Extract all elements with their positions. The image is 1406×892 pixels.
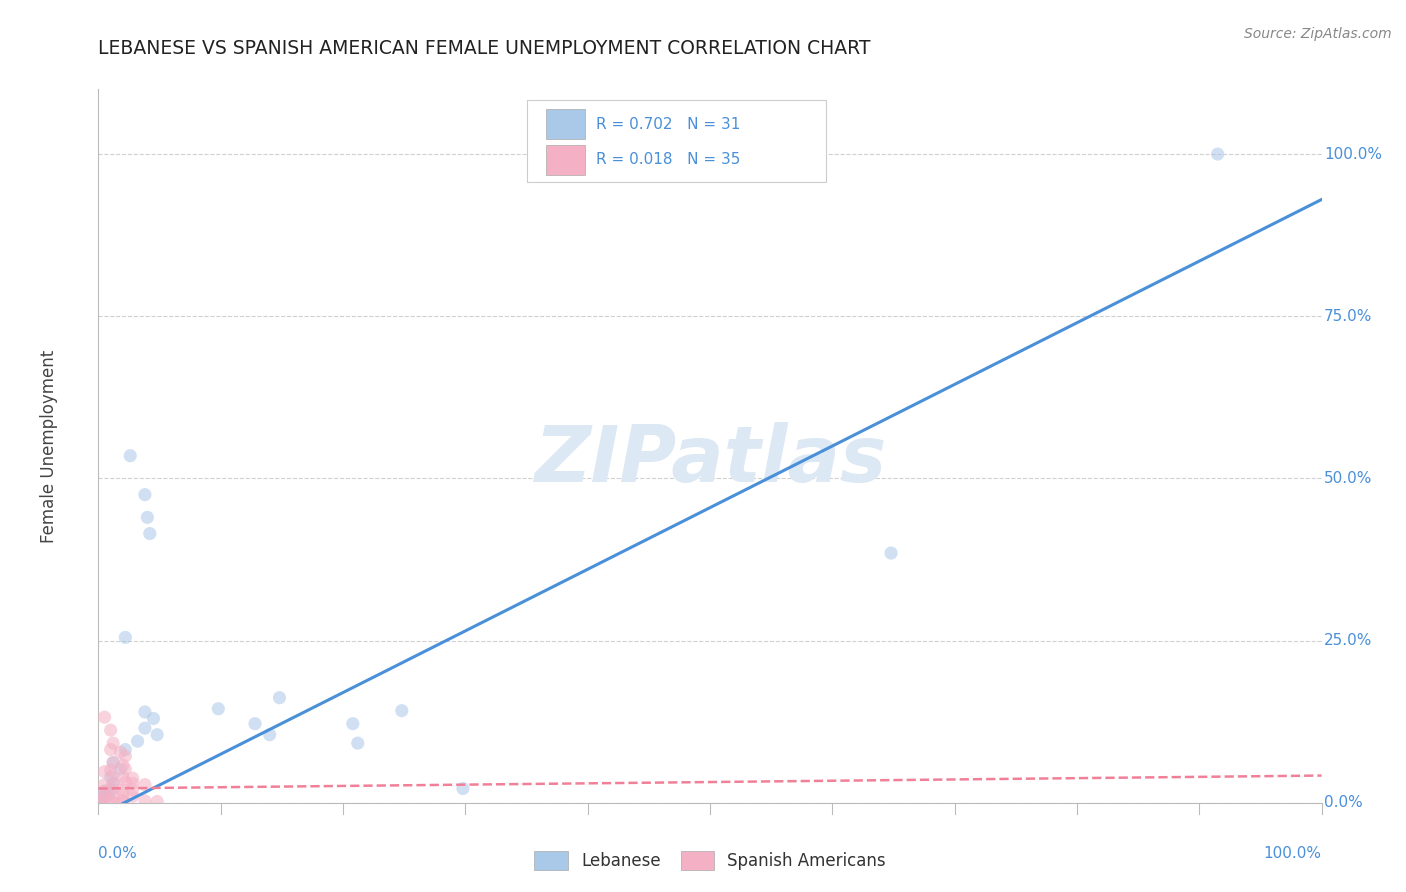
Text: 0.0%: 0.0% — [98, 846, 138, 861]
Point — [121, 771, 143, 785]
Point — [110, 762, 132, 776]
FancyBboxPatch shape — [546, 110, 585, 139]
Point — [134, 705, 156, 719]
Point — [134, 778, 156, 792]
Point — [134, 794, 156, 808]
Point — [89, 795, 111, 809]
Point — [110, 745, 132, 759]
Point — [101, 776, 124, 790]
Text: R = 0.018   N = 35: R = 0.018 N = 35 — [596, 153, 741, 167]
Point — [111, 795, 134, 809]
Point — [91, 792, 114, 806]
Point — [111, 794, 134, 808]
Point — [93, 710, 115, 724]
Point — [91, 795, 114, 809]
Text: 75.0%: 75.0% — [1324, 309, 1372, 324]
Point — [134, 721, 156, 735]
Point — [243, 716, 266, 731]
Point — [93, 778, 115, 792]
Point — [259, 728, 281, 742]
Point — [121, 789, 143, 804]
Point — [93, 764, 115, 779]
Point — [100, 742, 122, 756]
Point — [121, 776, 143, 790]
Point — [101, 756, 124, 770]
Point — [142, 711, 165, 725]
FancyBboxPatch shape — [526, 100, 827, 182]
Point — [101, 795, 124, 809]
Point — [121, 782, 143, 797]
Point — [101, 776, 124, 790]
Text: LEBANESE VS SPANISH AMERICAN FEMALE UNEMPLOYMENT CORRELATION CHART: LEBANESE VS SPANISH AMERICAN FEMALE UNEM… — [98, 39, 870, 58]
FancyBboxPatch shape — [546, 145, 585, 175]
Text: ZIPatlas: ZIPatlas — [534, 422, 886, 499]
Point — [91, 789, 114, 804]
Point — [101, 736, 124, 750]
Point — [100, 770, 122, 784]
Point — [101, 789, 124, 804]
Text: 100.0%: 100.0% — [1264, 846, 1322, 861]
Point — [111, 788, 134, 802]
Point — [451, 781, 474, 796]
Point — [342, 716, 364, 731]
Point — [111, 782, 134, 797]
Point — [139, 526, 162, 541]
Point — [346, 736, 368, 750]
Point — [101, 768, 124, 782]
Point — [97, 788, 120, 802]
Point — [114, 631, 136, 645]
Text: 0.0%: 0.0% — [1324, 796, 1362, 810]
Point — [101, 781, 124, 796]
Point — [111, 770, 134, 784]
Point — [146, 795, 169, 809]
Text: Source: ZipAtlas.com: Source: ZipAtlas.com — [1244, 27, 1392, 41]
Point — [100, 782, 122, 797]
Point — [100, 793, 122, 807]
Point — [100, 723, 122, 738]
Point — [127, 734, 149, 748]
Text: 25.0%: 25.0% — [1324, 633, 1372, 648]
Point — [114, 775, 136, 789]
Point — [134, 488, 156, 502]
Point — [1206, 147, 1229, 161]
Point — [146, 728, 169, 742]
Point — [114, 749, 136, 764]
Point — [207, 702, 229, 716]
Text: 100.0%: 100.0% — [1324, 146, 1382, 161]
Point — [111, 758, 134, 772]
Text: Female Unemployment: Female Unemployment — [41, 350, 59, 542]
Point — [880, 546, 903, 560]
Point — [93, 784, 115, 798]
Point — [90, 792, 112, 806]
Legend: Lebanese, Spanish Americans: Lebanese, Spanish Americans — [527, 844, 893, 877]
Point — [391, 704, 413, 718]
Point — [114, 762, 136, 776]
Point — [93, 789, 115, 804]
Point — [120, 449, 142, 463]
Point — [114, 742, 136, 756]
Point — [101, 756, 124, 770]
Point — [100, 764, 122, 778]
Point — [93, 784, 115, 798]
Text: 50.0%: 50.0% — [1324, 471, 1372, 486]
Text: R = 0.702   N = 31: R = 0.702 N = 31 — [596, 117, 741, 132]
Point — [136, 510, 159, 524]
Point — [269, 690, 291, 705]
